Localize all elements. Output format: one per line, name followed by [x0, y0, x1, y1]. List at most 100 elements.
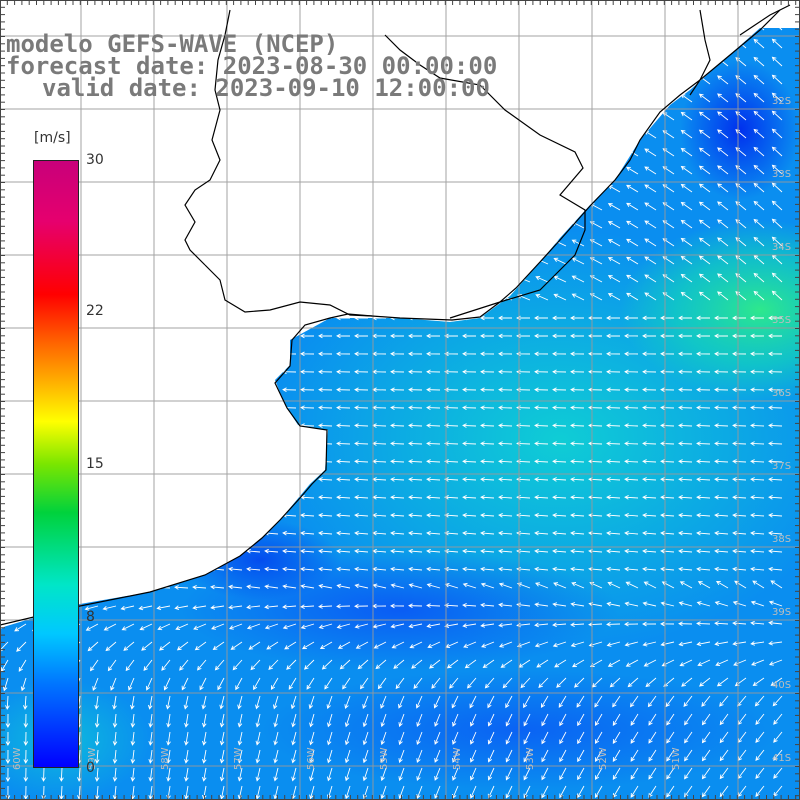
wind-arrow — [12, 209, 27, 216]
wind-arrow — [390, 333, 405, 339]
wind-arrow — [771, 200, 783, 211]
wind-arrow — [626, 256, 639, 265]
wind-arrow — [552, 512, 567, 518]
wind-arrow — [426, 583, 441, 589]
wind-arrow — [771, 92, 783, 103]
wind-arrow — [770, 580, 783, 589]
wind-arrow — [696, 621, 711, 626]
wind-arrow — [282, 423, 297, 428]
wind-arrow — [680, 219, 693, 229]
wind-arrow — [318, 566, 333, 572]
wind-arrow — [696, 548, 711, 554]
colorbar-unit: [m/s] — [34, 130, 71, 146]
wind-arrow — [184, 767, 189, 782]
wind-arrow — [480, 204, 495, 211]
wind-arrow — [264, 153, 279, 158]
wind-arrow — [732, 351, 747, 357]
wind-arrow — [444, 441, 459, 446]
wind-arrow — [318, 260, 333, 266]
wind-arrow — [138, 387, 153, 393]
wind-arrow — [462, 512, 477, 518]
wind-arrow — [229, 10, 242, 14]
wind-arrow — [318, 116, 333, 122]
wind-arrow — [156, 369, 171, 375]
wind-arrow — [678, 495, 693, 500]
lon-label: 51W — [671, 747, 682, 770]
wind-arrow — [680, 75, 693, 85]
wind-arrow — [372, 205, 387, 211]
wind-arrow — [498, 369, 513, 375]
wind-arrow — [354, 530, 369, 536]
wind-arrow — [282, 477, 297, 482]
wind-arrow — [434, 713, 441, 727]
wind-arrow — [607, 203, 621, 211]
wind-arrow — [138, 512, 153, 518]
wind-arrow — [306, 677, 315, 690]
wind-arrow — [541, 713, 549, 727]
wind-arrow — [644, 256, 657, 265]
wind-arrow — [482, 7, 494, 12]
wind-arrow — [681, 4, 692, 12]
wind-arrow — [120, 369, 135, 375]
wind-arrow — [571, 275, 585, 283]
wind-arrow — [102, 119, 117, 125]
wind-arrow — [253, 677, 261, 691]
wind-arrow — [534, 641, 549, 648]
wind-arrow — [606, 495, 621, 500]
wind-arrow — [571, 582, 585, 589]
wind-arrow — [552, 459, 567, 464]
wind-arrow — [678, 405, 693, 410]
wind-arrow — [264, 512, 279, 518]
wind-arrow — [120, 299, 135, 304]
wind-arrow — [183, 695, 189, 710]
wind-arrow — [678, 315, 693, 321]
wind-arrow — [678, 621, 693, 627]
wind-arrow — [462, 132, 477, 139]
wind-arrow — [644, 274, 657, 283]
wind-arrow — [354, 296, 369, 301]
wind-arrow — [606, 387, 621, 393]
wind-arrow — [318, 134, 333, 140]
wind-arrow — [354, 278, 369, 283]
wind-arrow — [732, 333, 747, 339]
wind-arrow — [282, 153, 297, 158]
wind-arrow — [444, 241, 459, 247]
wind-arrow — [768, 566, 783, 572]
wind-arrow — [255, 713, 261, 728]
wind-arrow — [327, 749, 333, 764]
wind-arrow — [94, 785, 100, 800]
wind-arrow — [535, 95, 549, 103]
wind-arrow — [540, 695, 549, 709]
wind-arrow — [717, 111, 729, 121]
wind-arrow — [680, 147, 693, 157]
wind-arrow — [390, 223, 405, 229]
wind-arrow — [516, 641, 531, 648]
wind-arrow — [120, 548, 135, 554]
wind-arrow — [570, 387, 585, 393]
wind-arrow — [678, 387, 693, 393]
wind-arrow — [553, 41, 567, 49]
wind-arrow — [480, 315, 495, 321]
wind-arrow — [121, 623, 135, 631]
wind-arrow — [624, 601, 639, 607]
wind-arrow — [193, 623, 207, 630]
wind-arrow — [174, 351, 189, 357]
wind-arrow — [336, 604, 351, 609]
wind-arrow — [750, 351, 765, 357]
wind-arrow — [505, 767, 513, 781]
wind-arrow — [48, 119, 63, 125]
wind-arrow — [624, 405, 639, 410]
wind-arrow — [228, 604, 243, 610]
wind-arrow — [426, 151, 441, 157]
wind-arrow — [14, 12, 26, 17]
wind-arrow — [696, 423, 711, 428]
wind-arrow — [300, 548, 315, 554]
wind-arrow — [644, 292, 657, 301]
wind-arrow — [408, 351, 423, 357]
wind-arrow — [714, 351, 729, 357]
wind-arrow — [408, 369, 423, 375]
wind-arrow — [462, 566, 477, 572]
wind-arrow — [12, 281, 27, 288]
wind-arrow — [12, 315, 27, 321]
